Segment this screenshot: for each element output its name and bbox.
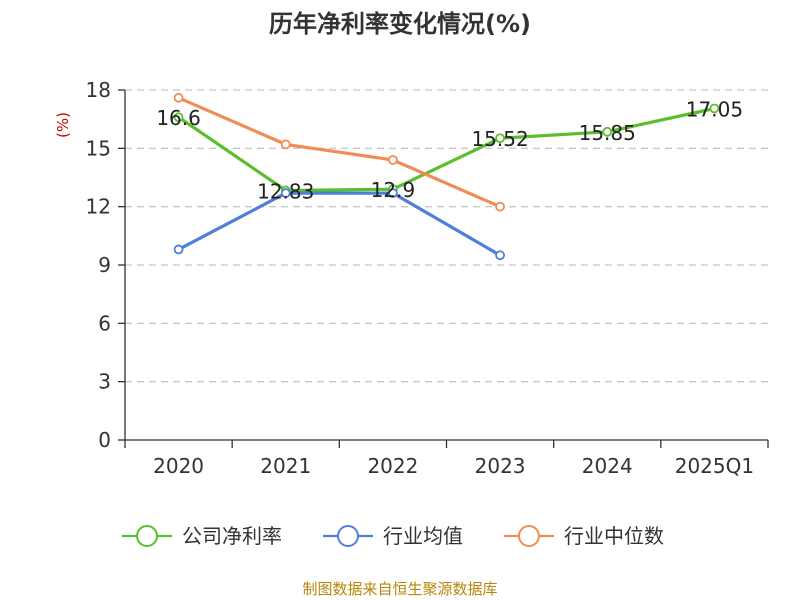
y-tick-label: 0: [98, 428, 111, 452]
data-point: [173, 92, 184, 103]
data-label: 16.6: [156, 106, 201, 130]
y-tick-label: 9: [98, 253, 111, 277]
data-point: [495, 201, 505, 212]
x-tick-label: 2020: [153, 454, 204, 478]
legend-label: 行业均值: [383, 524, 463, 548]
axes: 0 3 6 9 12 15 18 2020 2021 2022 2023 2024 2025Q1: [86, 78, 769, 478]
y-tick-label: 6: [98, 311, 111, 335]
series-line-1: [177, 191, 502, 257]
y-tick-label: 15: [86, 136, 111, 160]
y-axis-unit: (%): [54, 112, 72, 138]
data-point: [388, 188, 398, 198]
data-point: [602, 126, 613, 137]
legend-swatch-marker: [136, 525, 158, 547]
x-tick-label: 2021: [260, 454, 311, 478]
y-tick-label: 3: [98, 370, 111, 394]
data-label: 15.85: [579, 121, 636, 145]
x-tick-label: 2023: [475, 454, 526, 478]
chart-title: 历年净利率变化情况(%): [269, 10, 531, 38]
data-point: [280, 188, 291, 198]
y-tick-label: 18: [86, 78, 111, 102]
data-point: [495, 133, 505, 144]
x-tick-label: 2025Q1: [675, 454, 754, 478]
x-tick-label: 2022: [367, 454, 418, 478]
series-layer: [173, 92, 720, 261]
y-tick-label: 12: [86, 195, 111, 219]
data-point: [280, 139, 291, 150]
data-point: [173, 112, 184, 123]
data-point: [495, 250, 505, 261]
grid-lines: [125, 89, 768, 383]
source-note: 制图数据来自恒生聚源数据库: [302, 580, 497, 598]
legend-swatch-marker: [518, 525, 540, 547]
data-label: 12.83: [257, 180, 314, 204]
legend-swatch-marker: [337, 525, 359, 547]
series-line-2: [177, 96, 502, 209]
legend-label: 行业中位数: [564, 524, 664, 548]
data-labels: 16.6 12.83 12.9 15.52 15.85 17.05: [156, 97, 743, 203]
legend: 公司净利率 行业均值 行业中位数: [122, 524, 664, 548]
x-tick-label: 2024: [582, 454, 633, 478]
data-label: 12.9: [371, 178, 416, 202]
legend-label: 公司净利率: [182, 524, 282, 548]
data-label: 17.05: [686, 97, 743, 121]
data-point: [388, 155, 398, 165]
data-point: [709, 103, 720, 114]
series-line-0: [177, 106, 717, 193]
data-label: 15.52: [471, 127, 528, 151]
data-point: [173, 244, 184, 255]
